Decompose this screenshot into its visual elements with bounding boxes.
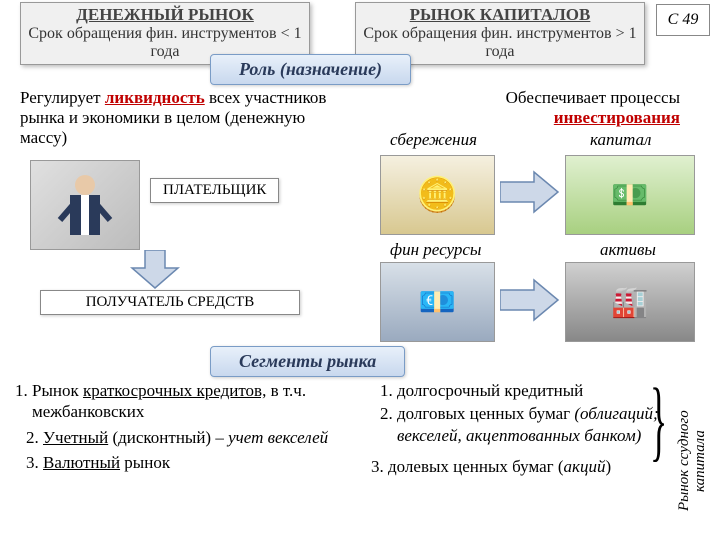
segments-left: Рынок краткосрочных кредитов, в т.ч. меж… — [10, 380, 350, 473]
label-fin-resources: фин ресурсы — [390, 240, 481, 260]
image-payer — [30, 160, 140, 250]
seg-left-2-u: Учетный — [43, 428, 108, 447]
segments-right: долгосрочный кредитный долговых ценных б… — [375, 380, 675, 477]
arrow-right-1 — [500, 170, 560, 214]
header-right-title: РЫНОК КАПИТАЛОВ — [360, 5, 640, 25]
seg-right-1: долгосрочный кредитный — [397, 380, 675, 401]
seg-right-3: 3. долевых ценных бумаг (акций) — [371, 456, 675, 477]
seg-left-1-pre: Рынок — [32, 381, 83, 400]
seg-right-2-main: долговых ценных бумаг — [397, 404, 574, 423]
banner-role: Роль (назначение) — [210, 54, 411, 85]
seg-left-1-u: краткосрочных кредитов, — [83, 381, 266, 400]
label-assets: активы — [600, 240, 656, 260]
label-payer: ПЛАТЕЛЬЩИК — [150, 178, 279, 203]
page-number: С 49 — [656, 4, 710, 36]
seg-right-2: долговых ценных бумаг (облигаций; вексел… — [397, 403, 675, 446]
role-right-highlight: инвестирования — [554, 108, 680, 127]
seg-right-3-post: ) — [605, 457, 611, 476]
seg-right-3-i: акций — [564, 457, 606, 476]
label-capital: капитал — [590, 130, 651, 150]
seg-right-3-pre: 3. долевых ценных бумаг ( — [371, 457, 564, 476]
image-gold-pot: 🪙 — [380, 155, 495, 235]
image-banknotes: 💶 — [380, 262, 495, 342]
seg-left-3-pre: 3. — [26, 453, 43, 472]
seg-left-1: Рынок краткосрочных кредитов, в т.ч. меж… — [32, 380, 350, 423]
role-right-text: Обеспечивает процессы инвестирования — [380, 88, 700, 128]
role-right-pre: Обеспечивает процессы — [506, 88, 680, 107]
curly-brace: } — [650, 380, 667, 461]
header-left-title: ДЕНЕЖНЫЙ РЫНОК — [25, 5, 305, 25]
label-receiver: ПОЛУЧАТЕЛЬ СРЕДСТВ — [40, 290, 300, 315]
seg-left-2-post: (дисконтный) – — [108, 428, 228, 447]
seg-left-3-post: рынок — [120, 453, 170, 472]
label-savings: сбережения — [390, 130, 477, 150]
arrow-right-2 — [500, 278, 560, 322]
seg-left-3: 3. Валютный рынок — [26, 452, 350, 473]
role-left-text: Регулирует ликвидность всех участников р… — [20, 88, 335, 148]
seg-left-2-i: учет векселей — [228, 428, 328, 447]
role-left-highlight: ликвидность — [105, 88, 205, 107]
banner-segments: Сегменты рынка — [210, 346, 405, 377]
seg-left-3-u: Валютный — [43, 453, 120, 472]
image-factory: 🏭 — [565, 262, 695, 342]
role-left-pre: Регулирует — [20, 88, 105, 107]
seg-left-2: 2. Учетный (дисконтный) – учет векселей — [26, 427, 350, 448]
arrow-down-left — [130, 250, 180, 290]
seg-left-2-pre: 2. — [26, 428, 43, 447]
image-capital: 💵 — [565, 155, 695, 235]
vertical-label-loan-capital: Рынок ссудного капитала — [677, 382, 709, 540]
